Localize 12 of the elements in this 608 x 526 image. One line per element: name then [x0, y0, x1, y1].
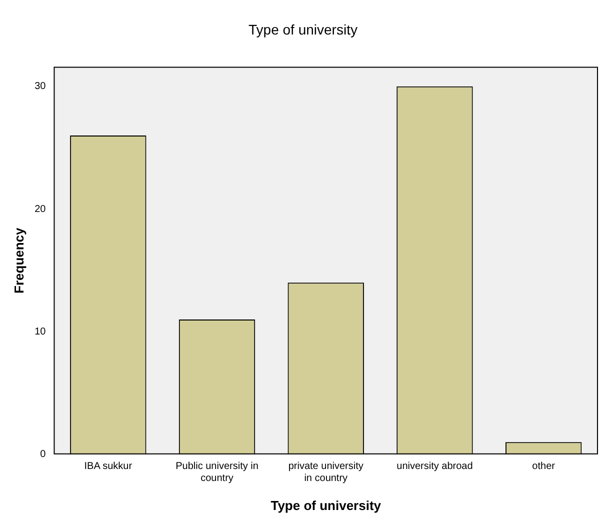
x-tick-label: university abroad [396, 461, 473, 472]
x-tick-label: IBA sukkur [84, 461, 133, 472]
chart-title: Type of university [248, 21, 358, 38]
x-tick-label: private university in country [288, 461, 364, 484]
y-axis-title: Frequency [11, 226, 26, 294]
x-tick-label: other [532, 461, 556, 472]
y-tick-label: 20 [34, 204, 46, 215]
y-tick-label: 0 [40, 449, 46, 460]
x-tick-label: Public university in country [176, 461, 258, 484]
x-axis-title: Type of university [270, 498, 382, 513]
y-tick-label: 30 [34, 81, 46, 92]
y-tick-label: 10 [34, 326, 46, 338]
